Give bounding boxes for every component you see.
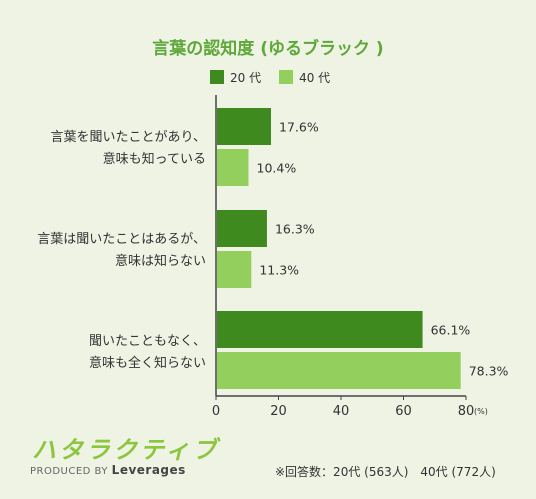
logo-produced-by: PRODUCED BY Leverages: [30, 463, 186, 477]
legend-item-40: 40 代: [279, 69, 330, 86]
chart-title: 言葉の認知度 (ゆるブラック ): [152, 39, 384, 59]
x-tick-label: 60: [395, 404, 412, 419]
hataractive-logo: ハタラクティブ PRODUCED BY Leverages: [30, 430, 217, 480]
logo-produced-by-text: PRODUCED BY: [30, 466, 108, 477]
logo-brand: Leverages: [111, 463, 186, 477]
legend-label-20: 20 代: [230, 70, 262, 85]
legend-item-20: 20 代: [210, 69, 261, 86]
category-label-line: 意味も全く知らない: [88, 356, 206, 371]
legend-label-40: 40 代: [299, 70, 331, 85]
x-tick-label: 40: [333, 404, 350, 419]
bar-data-label: 16.3%: [275, 222, 315, 237]
x-tick-label: 80: [458, 404, 475, 419]
legend: 20 代 40 代: [210, 69, 348, 85]
category-label-heard-only: 言葉は聞いたことはあるが、 意味は知らない: [6, 229, 206, 273]
bar-40s: [217, 149, 249, 186]
legend-swatch-20: [210, 70, 224, 84]
bar-data-label: 10.4%: [257, 161, 297, 176]
category-label-line: 聞いたこともなく、: [88, 334, 206, 349]
x-axis-unit: (%): [474, 407, 488, 416]
legend-swatch-40: [279, 70, 294, 84]
bar-20s: [217, 210, 267, 247]
bar-40s: [217, 251, 252, 288]
bar-20s: [217, 311, 423, 348]
category-label-line: 意味は知らない: [114, 254, 206, 269]
category-label-know-meaning: 言葉を聞いたことがあり、 意味も知っている: [6, 127, 206, 171]
bar-data-label: 78.3%: [469, 364, 509, 379]
footnote-respondents: ※回答数：20代 (563人) 40代 (772人): [275, 465, 496, 479]
x-tick-label: 0: [212, 404, 220, 419]
bar-40s: [217, 352, 461, 389]
category-label-never-heard: 聞いたこともなく、 意味も全く知らない: [6, 331, 206, 375]
x-tick-label: 20: [270, 404, 287, 419]
bar-20s: [217, 108, 271, 145]
bar-data-label: 11.3%: [259, 263, 299, 278]
category-label-line: 言葉を聞いたことがあり、: [50, 130, 206, 145]
bar-data-label: 17.6%: [279, 120, 319, 135]
bar-data-label: 66.1%: [431, 323, 471, 338]
category-label-line: 言葉は聞いたことはあるが、: [37, 232, 206, 247]
category-label-line: 意味も知っている: [102, 152, 206, 167]
logo-wordmark: ハタラクティブ: [32, 436, 220, 464]
